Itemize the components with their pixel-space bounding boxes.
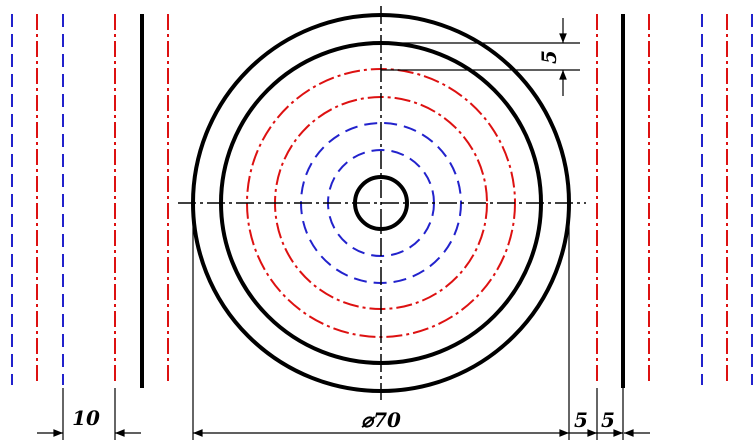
left-spacing-label: 10 [72, 406, 100, 430]
right-line-group [596, 14, 753, 388]
top-offset-label: 5 [537, 50, 561, 64]
right-offset-dimensions: 5 5 [569, 388, 650, 440]
right-offset-label-2: 5 [601, 408, 615, 432]
diameter-label: ⌀70 [361, 408, 401, 432]
left-spacing-dimension: 10 [37, 388, 141, 440]
centerline-group [178, 6, 586, 400]
top-offset-dimension: 5 [381, 18, 580, 96]
diameter-dimension: ⌀70 [192, 205, 570, 440]
left-line-group [11, 14, 169, 388]
right-offset-label-1: 5 [574, 408, 588, 432]
